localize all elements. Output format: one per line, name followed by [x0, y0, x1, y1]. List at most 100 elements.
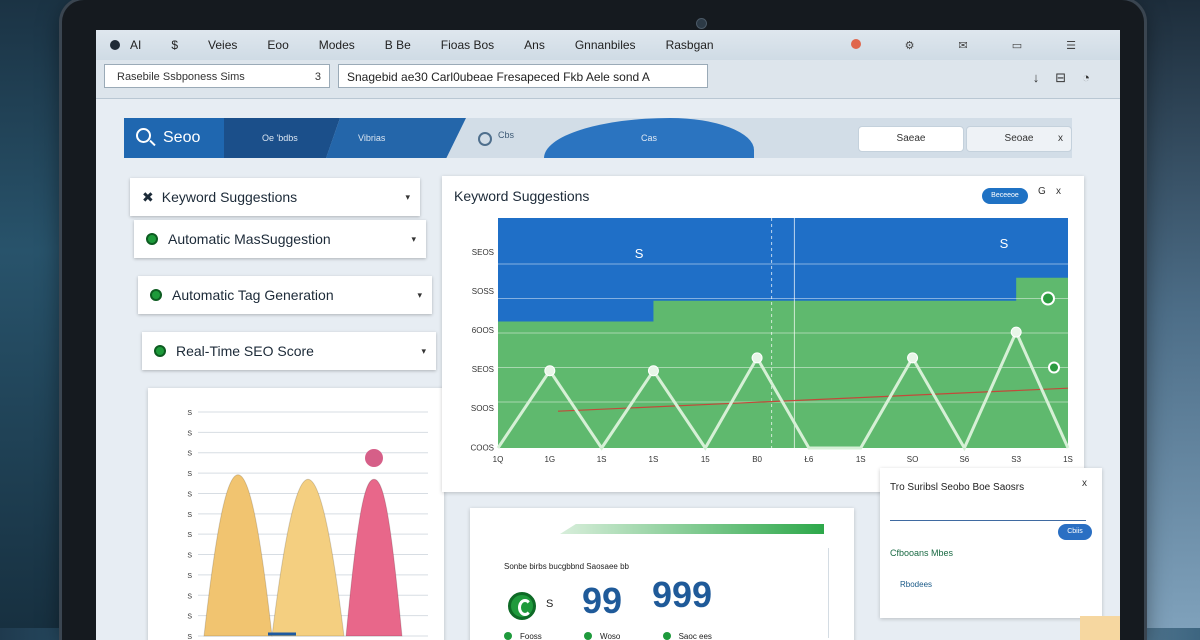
legend-label: Woso: [600, 632, 621, 640]
close-icon: ✖: [142, 189, 154, 205]
chart-data-point: [907, 352, 919, 364]
menu-item[interactable]: Fioas Bos: [440, 38, 495, 52]
chart-data-point: [647, 365, 659, 377]
mini-chart-panel: S S S S S S S S S S S S: [148, 388, 444, 640]
header-button-1[interactable]: Saeae: [858, 126, 964, 152]
close-icon[interactable]: x: [1082, 478, 1087, 489]
search-icon: [136, 128, 151, 143]
url-field[interactable]: Snagebid ae30 Carl0ubeae Fresapeced Fkb …: [338, 64, 708, 88]
y-tick-label: SOSS: [472, 287, 494, 296]
close-icon[interactable]: x: [1058, 133, 1063, 144]
score-value-b: 999: [652, 574, 713, 615]
keyword-chart: S S SEOS SOSS 6OOS SEOS SOOS COOS 1Q 1G 1S 1S 15 B0 Ł6…: [470, 218, 1073, 464]
header-tab-2[interactable]: Vibrias: [326, 118, 466, 158]
mini-chart: S S S S S S S S S S S S: [187, 410, 428, 640]
x-tick-label: B0: [752, 455, 762, 464]
google-icon: [508, 592, 536, 620]
panel-action-button[interactable]: Cbiis: [1058, 524, 1092, 540]
legend-dot: [504, 632, 512, 640]
y-tick-label: S: [187, 471, 192, 478]
profile-icon[interactable]: ◔: [1082, 70, 1090, 85]
legend-dot: [662, 632, 671, 640]
header-tab-1[interactable]: Oe 'bdbs: [224, 118, 340, 158]
header-wave-tab[interactable]: Cas: [544, 118, 754, 158]
x-tick-label: 1S: [856, 455, 866, 464]
x-tick-label: SO: [907, 455, 919, 464]
x-tick-label: 1S: [597, 455, 607, 464]
legend-label: Fooss: [520, 632, 542, 640]
left-address-field[interactable]: Rasebile Ssbponess Sims 3: [104, 64, 330, 88]
legend-dot: [584, 632, 593, 640]
chart-settings-icon[interactable]: G: [1038, 186, 1046, 197]
y-tick-label: COOS: [470, 443, 494, 452]
chart-data-point: [1010, 326, 1022, 338]
laptop-screen: AI $ Veies Eoo Modes B Be Fioas Bos Ans …: [96, 30, 1120, 640]
y-tick-label: S: [187, 491, 192, 498]
mail-icon[interactable]: ✉: [958, 40, 968, 52]
x-tick-label: S3: [1011, 455, 1021, 464]
menu-item[interactable]: Gnnanbiles: [574, 38, 636, 52]
check-circle-icon: [154, 345, 166, 357]
minimize-icon[interactable]: ▭: [1011, 40, 1023, 52]
feature-automatic-suggestion[interactable]: Automatic MasSuggestion ▾: [134, 220, 426, 258]
x-tick-label: 1G: [544, 455, 555, 464]
main-chart-panel: Keyword Suggestions Beceeoe G x S S SEOS SO…: [442, 176, 1084, 492]
close-window-icon[interactable]: [850, 39, 861, 49]
legend-label: Saoc ees: [678, 632, 712, 640]
seo-score-panel: Sonbe birbs bucgbbnd Saosaee bb S 99 999…: [470, 508, 854, 640]
y-tick-label: 6OOS: [472, 326, 494, 335]
chevron-down-icon: ▾: [405, 192, 410, 202]
score-header: Sonbe birbs bucgbbnd Saosaee bb: [504, 562, 629, 571]
mini-chart-marker: [365, 449, 383, 467]
y-tick-label: SEOS: [472, 365, 494, 374]
y-tick-label: S: [187, 512, 192, 519]
menu-item[interactable]: AI: [130, 38, 142, 52]
menu-item[interactable]: $: [171, 38, 179, 52]
left-address-close[interactable]: 3: [314, 71, 321, 83]
circle-icon: [478, 132, 492, 146]
settings-icon[interactable]: ⚙: [904, 40, 915, 52]
menu-item[interactable]: B Be: [384, 38, 411, 52]
menu-item[interactable]: Veies: [208, 38, 238, 52]
feature-label: Real-Time SEO Score: [176, 343, 314, 359]
x-tick-label: 1Q: [493, 455, 504, 464]
menu-item[interactable]: Eoo: [267, 38, 289, 52]
bottom-panel-edge: [1080, 616, 1120, 640]
x-tick-label: 15: [701, 455, 710, 464]
download-icon[interactable]: ↓: [1032, 70, 1040, 85]
feature-tag-generation[interactable]: Automatic Tag Generation ▾: [138, 276, 432, 314]
y-tick-label: S: [187, 634, 192, 640]
chart-data-point: [751, 352, 763, 364]
panel-title: Tro Suribsl Seobo Boe Saosrs: [890, 482, 1025, 493]
chart-data-point: [544, 365, 556, 377]
score-value-a: 99: [582, 580, 623, 621]
mini-chart-peak: [203, 474, 273, 637]
menu-item[interactable]: Rasbgan: [665, 38, 714, 52]
header-button-2[interactable]: Seoae x: [966, 126, 1072, 152]
apple-icon[interactable]: [110, 40, 120, 50]
score-legend: Fooss Woso Saoc ees: [504, 632, 712, 640]
score-progress-bar: [560, 524, 824, 534]
chart-filter-pill[interactable]: Beceeoe: [982, 188, 1028, 204]
menu-icon[interactable]: ☰: [1066, 40, 1076, 52]
divider: [890, 520, 1086, 521]
score-label: S: [546, 598, 554, 610]
chart-annotation: S: [635, 246, 644, 261]
camera-icon: [696, 18, 707, 29]
menu-item[interactable]: Modes: [318, 38, 355, 52]
y-tick-label: S: [187, 553, 192, 560]
x-tick-label: 1S: [1063, 455, 1073, 464]
panel-link[interactable]: Rbodees: [900, 580, 933, 589]
close-icon[interactable]: x: [1056, 186, 1061, 197]
y-tick-label: S: [187, 451, 192, 458]
y-tick-label: SEOS: [472, 248, 494, 257]
seo-sources-panel: Tro Suribsl Seobo Boe Saosrs x Cbiis Cfb…: [880, 468, 1102, 618]
brand-logo[interactable]: Seoo: [124, 118, 224, 158]
chevron-down-icon: ▾: [411, 234, 416, 244]
x-tick-label: 1S: [649, 455, 659, 464]
feature-keyword-suggestions[interactable]: ✖ Keyword Suggestions ▾: [130, 178, 420, 216]
feature-real-time-seo-score[interactable]: Real-Time SEO Score ▾: [142, 332, 436, 370]
mini-chart-peak: [271, 478, 345, 637]
extensions-icon[interactable]: ⊟: [1055, 70, 1067, 85]
menu-item[interactable]: Ans: [524, 38, 545, 52]
